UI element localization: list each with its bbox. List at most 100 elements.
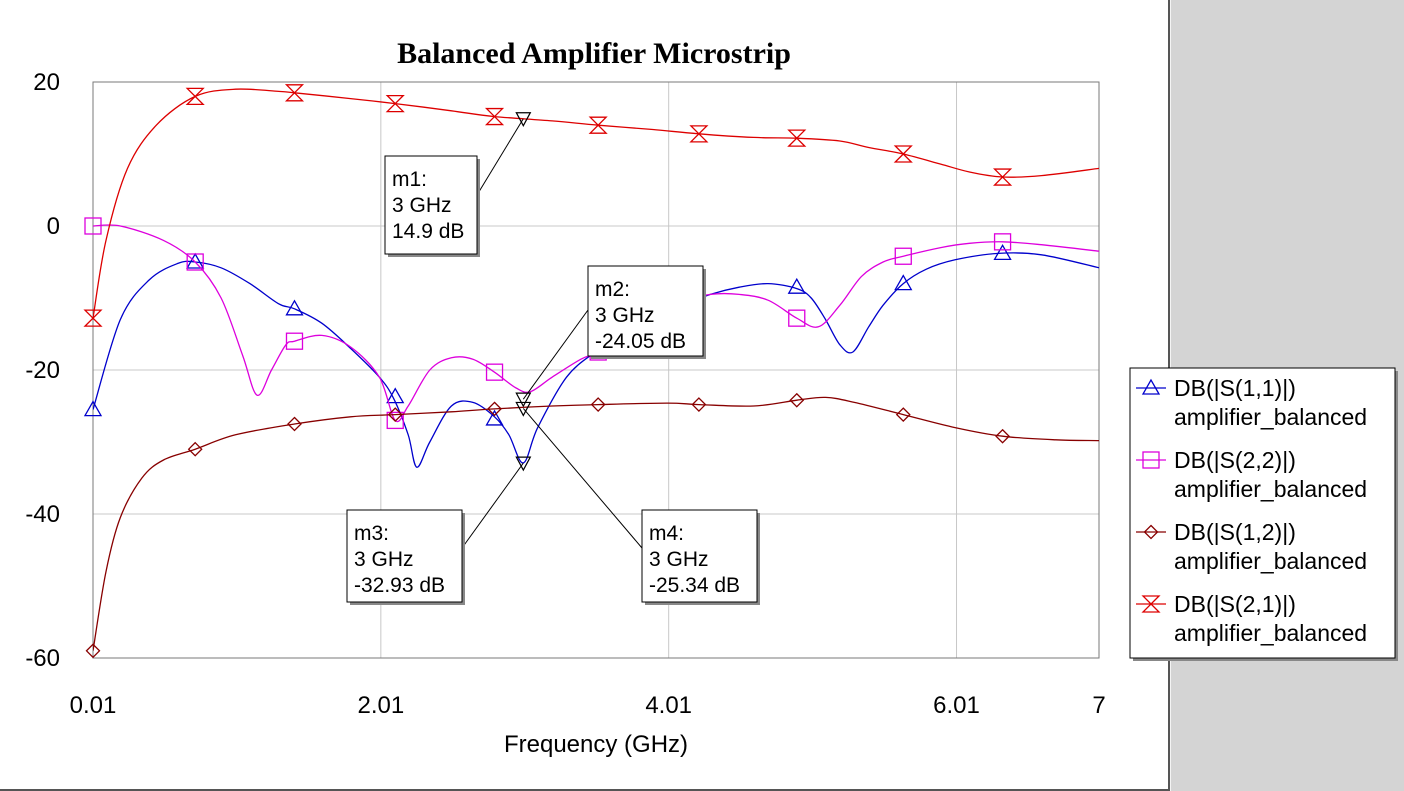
series-markers (83, 244, 1012, 426)
series-point-marker (689, 125, 709, 143)
legend-label: DB(|S(1,2)|) (1174, 519, 1296, 545)
marker-layer: m1: 3 GHz 14.9 dB m2: 3 GHz -24.05 dB m3: 3 GHz… (346, 112, 760, 605)
series-point-marker (787, 129, 807, 147)
series-point-marker (895, 407, 911, 423)
series-point-marker (186, 253, 204, 271)
x-tick-label: 4.01 (645, 692, 692, 719)
series-point-marker (387, 407, 403, 423)
legend-entry[interactable]: DB(|S(1,1)|) amplifier_balanced (1136, 375, 1367, 430)
marker-text: m3: (354, 522, 389, 545)
legend-sublabel: amplifier_balanced (1174, 620, 1367, 646)
series-1 (93, 252, 1099, 468)
series-layer (83, 84, 1099, 659)
marker-m2[interactable]: m2: 3 GHz -24.05 dB (515, 265, 706, 408)
marker-text: 3 GHz (392, 194, 452, 217)
marker-symbol[interactable] (515, 401, 532, 417)
legend-label: DB(|S(1,1)|) (1174, 375, 1296, 401)
legend-entry[interactable]: DB(|S(2,1)|) amplifier_balanced (1136, 591, 1367, 646)
legend-label: DB(|S(2,2)|) (1174, 447, 1296, 473)
series-point-marker (85, 643, 101, 659)
marker-text: 14.9 dB (392, 220, 464, 243)
series-point-marker (287, 416, 302, 432)
marker-m4[interactable]: m4: 3 GHz -25.34 dB (515, 401, 760, 605)
series-2 (93, 224, 1099, 423)
x-tick-label: 0.01 (70, 692, 117, 719)
series-point-marker (484, 107, 505, 126)
x-axis-ticks: 0.01 2.01 4.01 6.01 7 (70, 692, 1106, 719)
series-3 (93, 396, 1099, 651)
series-point-marker (995, 428, 1010, 444)
marker-leader-line (522, 309, 589, 400)
legend-label: DB(|S(2,1)|) (1174, 591, 1296, 617)
series-line[interactable] (93, 224, 1099, 423)
series-point-marker (83, 400, 103, 417)
marker-box[interactable] (346, 509, 463, 603)
series-point-marker (894, 274, 913, 291)
x-tick-label: 6.01 (933, 692, 980, 719)
series-point-marker (485, 409, 504, 426)
marker-leader-line (522, 408, 643, 549)
legend[interactable]: DB(|S(1,1)|)amplifier_balancedDB(|S(2,2)… (1129, 367, 1398, 661)
legend-swatch-marker (1143, 524, 1159, 540)
legend-entry[interactable]: DB(|S(2,2)|) amplifier_balanced (1136, 447, 1367, 502)
series-point-marker (993, 233, 1012, 251)
series-point-marker (386, 411, 404, 430)
series-point-marker (285, 299, 304, 316)
x-tick-label: 7 (1092, 692, 1105, 719)
marker-m1[interactable]: m1: 3 GHz 14.9 dB (384, 112, 532, 257)
series-point-marker (993, 168, 1013, 186)
marker-text: -24.05 dB (595, 330, 686, 353)
graph-canvas[interactable] (0, 0, 1170, 791)
plot-area[interactable] (92, 81, 1100, 659)
y-tick-label: 0 (47, 213, 60, 240)
marker-symbol[interactable] (515, 392, 532, 408)
series-point-marker (83, 309, 103, 327)
legend-swatch-marker (1141, 378, 1161, 395)
series-point-marker (186, 252, 205, 269)
series-point-marker (285, 332, 304, 350)
series-line[interactable] (93, 252, 1099, 468)
legend-entry[interactable]: DB(|S(1,2)|) amplifier_balanced (1136, 519, 1367, 574)
marker-text: 3 GHz (595, 304, 655, 327)
series-line[interactable] (93, 396, 1099, 651)
series-markers (83, 84, 1013, 327)
series-point-marker (893, 145, 913, 163)
chart-title: Balanced Amplifier Microstrip (397, 37, 791, 70)
series-point-marker (787, 277, 806, 294)
marker-leader-line (461, 462, 524, 549)
series-point-marker (185, 87, 205, 106)
y-axis-ticks: 20 0 -20 -40 -60 (25, 69, 60, 672)
series-point-marker (84, 217, 102, 235)
legend-sublabel: amplifier_balanced (1174, 404, 1367, 430)
marker-text: -25.34 dB (649, 574, 740, 597)
series-point-marker (590, 397, 606, 412)
marker-text: m2: (595, 278, 630, 301)
marker-text: m4: (649, 522, 684, 545)
marker-text: 3 GHz (649, 548, 709, 571)
x-tick-label: 2.01 (357, 692, 404, 719)
marker-text: m1: (392, 168, 427, 191)
series-point-marker (588, 116, 608, 134)
marker-symbol[interactable] (515, 456, 532, 472)
y-tick-label: -40 (25, 501, 60, 528)
series-point-marker (691, 397, 707, 412)
y-tick-label: 20 (33, 69, 60, 96)
series-point-marker (789, 392, 805, 408)
marker-box[interactable] (641, 509, 758, 603)
legend-swatch-marker (1141, 595, 1161, 613)
series-point-marker (385, 94, 405, 113)
legend-box[interactable] (1129, 367, 1396, 659)
marker-box[interactable] (587, 265, 704, 357)
legend-sublabel: amplifier_balanced (1174, 476, 1367, 502)
marker-m3[interactable]: m3: 3 GHz -32.93 dB (346, 456, 532, 605)
marker-box[interactable] (384, 155, 478, 255)
legend-sublabel: amplifier_balanced (1174, 548, 1367, 574)
x-axis-label: Frequency (GHz) (504, 731, 688, 758)
series-point-marker (788, 309, 806, 327)
legend-swatch-marker (1142, 451, 1160, 469)
marker-symbol[interactable] (515, 112, 532, 127)
series-markers (85, 392, 1010, 659)
grid-lines (93, 82, 1099, 658)
series-point-marker (187, 441, 203, 457)
